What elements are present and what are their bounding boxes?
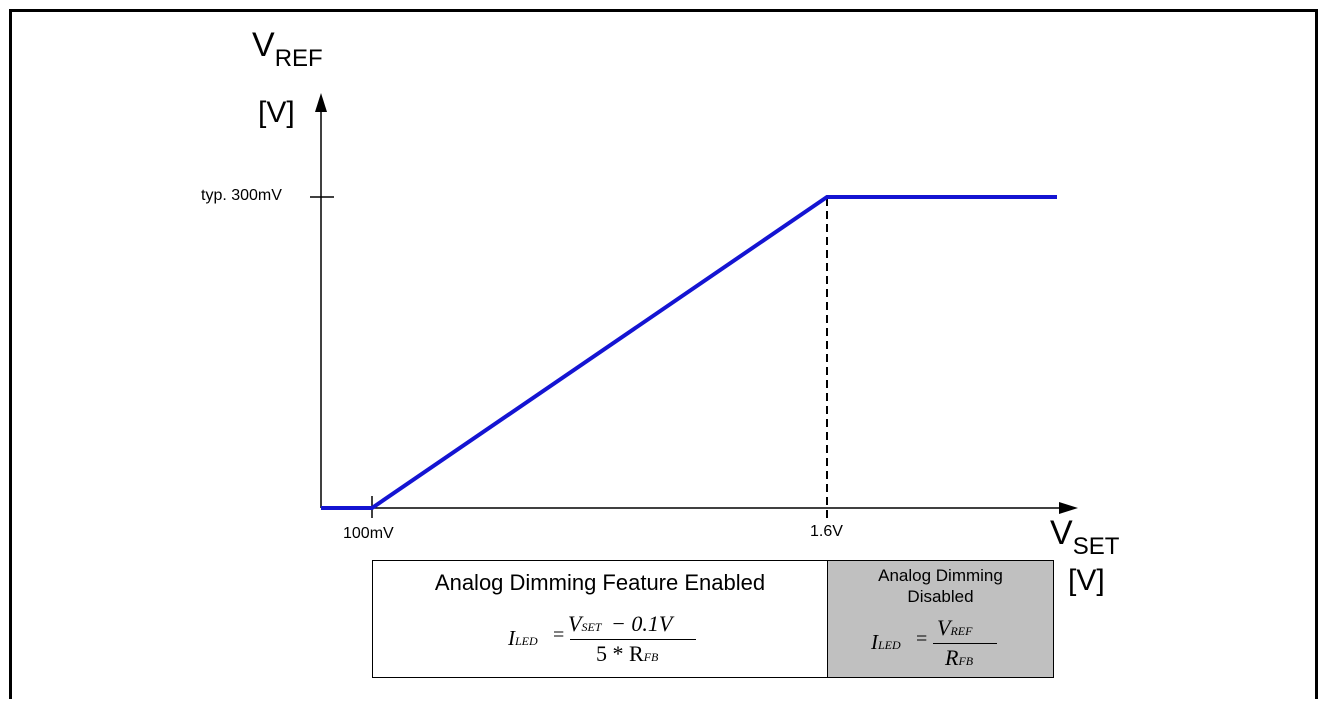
disabled-denominator: RFB bbox=[945, 645, 973, 671]
enabled-lhs-symbol: I bbox=[508, 626, 515, 650]
disabled-lhs-symbol: I bbox=[871, 630, 878, 654]
disabled-equals: = bbox=[916, 628, 928, 650]
x-axis-unit: [V] bbox=[1068, 564, 1105, 597]
y-axis-unit: [V] bbox=[258, 96, 295, 129]
enabled-denominator: 5 * RFB bbox=[596, 641, 658, 667]
disabled-num-symbol: V bbox=[937, 615, 951, 640]
enabled-equals: = bbox=[553, 624, 565, 646]
x-tick-label-1v6: 1.6V bbox=[810, 523, 843, 540]
disabled-fraction-bar bbox=[933, 643, 997, 644]
enabled-numerator: VSET − 0.1V bbox=[568, 611, 672, 637]
disabled-numerator: VREF bbox=[937, 615, 972, 641]
enabled-formula: ILED = VSET − 0.1V 5 * RFB bbox=[508, 609, 708, 669]
disabled-num-sub: REF bbox=[950, 624, 973, 638]
y-axis-symbol: V bbox=[252, 26, 275, 64]
x-axis-symbol: V bbox=[1050, 514, 1073, 552]
enabled-formula-lhs: ILED bbox=[508, 626, 538, 651]
x-axis-arrow bbox=[1059, 502, 1078, 514]
enabled-fraction-bar bbox=[570, 639, 696, 640]
y-axis-subscript: REF bbox=[274, 45, 323, 72]
x-axis-subscript: SET bbox=[1072, 533, 1120, 560]
enabled-box-title: Analog Dimming Feature Enabled bbox=[434, 570, 766, 595]
disabled-box-title: Analog Dimming Disabled bbox=[878, 566, 1003, 606]
disabled-den-symbol: R bbox=[945, 645, 959, 670]
y-axis-arrow bbox=[315, 93, 327, 112]
enabled-num-rest: − 0.1V bbox=[610, 611, 673, 636]
x-tick-label-100mv: 100mV bbox=[343, 525, 394, 542]
enabled-den-symbol: 5 * R bbox=[596, 641, 644, 666]
enabled-num-sub: SET bbox=[581, 620, 602, 634]
disabled-formula-lhs: ILED bbox=[871, 630, 901, 655]
disabled-lhs-sub: LED bbox=[878, 638, 901, 652]
disabled-formula: ILED = VREF RFB bbox=[871, 613, 1021, 673]
disabled-den-sub: FB bbox=[958, 654, 974, 668]
analog-dimming-disabled-box: Analog Dimming Disabled ILED = VREF RFB bbox=[827, 560, 1054, 678]
enabled-lhs-sub: LED bbox=[515, 634, 538, 648]
enabled-den-sub: FB bbox=[643, 650, 659, 664]
y-axis-label: VREF bbox=[252, 26, 323, 72]
enabled-num-symbol: V bbox=[568, 611, 582, 636]
diagram-frame bbox=[9, 9, 1318, 699]
vref-curve bbox=[321, 195, 1057, 510]
y-tick-label-300mv: typ. 300mV bbox=[201, 187, 282, 204]
analog-dimming-enabled-box: Analog Dimming Feature Enabled ILED = VS… bbox=[372, 560, 828, 678]
x-axis-label: VSET bbox=[1050, 514, 1119, 560]
